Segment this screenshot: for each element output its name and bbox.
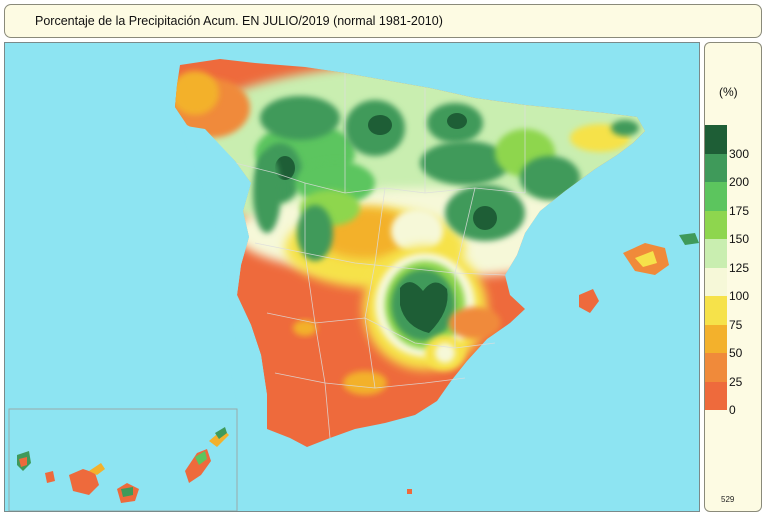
map-svg <box>5 43 699 511</box>
legend-swatch-50 <box>705 324 727 353</box>
legend-panel: (%) 300 200 175 150 125 100 75 50 25 0 529 <box>704 42 762 512</box>
legend-label-75: 75 <box>729 317 743 332</box>
legend-label-125: 125 <box>729 260 750 275</box>
legend-unit: (%) <box>719 85 738 99</box>
legend-swatch-150 <box>705 210 727 239</box>
ceuta-mark <box>407 489 412 494</box>
legend-label-300: 300 <box>729 146 750 161</box>
canary-islands-inset <box>8 408 238 511</box>
legend-swatch-0 <box>705 381 727 410</box>
legend-label-150: 150 <box>729 232 750 246</box>
legend-swatch-200 <box>705 153 727 182</box>
legend-label-50: 50 <box>729 346 743 360</box>
portugal-area <box>180 125 267 438</box>
balearic-islands <box>579 233 699 313</box>
legend-label-200: 200 <box>729 175 750 189</box>
legend-label-175: 175 <box>729 203 750 218</box>
legend-swatch-75 <box>705 296 727 325</box>
province-borders <box>234 73 526 439</box>
legend-swatch-100 <box>705 267 727 296</box>
map-title: Porcentaje de la Precipitación Acum. EN … <box>35 14 443 28</box>
legend-swatch-300 <box>705 125 727 154</box>
map-code: 529 <box>721 495 735 504</box>
precipitation-map <box>4 42 700 512</box>
map-title-bar: Porcentaje de la Precipitación Acum. EN … <box>4 4 762 38</box>
legend-label-25: 25 <box>729 374 743 389</box>
legend-swatch-125 <box>705 239 727 268</box>
legend-label-100: 100 <box>729 289 750 303</box>
legend-swatch-175 <box>705 182 727 211</box>
zone-center-max <box>400 282 448 333</box>
legend-label-0: 0 <box>729 403 736 417</box>
legend-swatch-25 <box>705 353 727 382</box>
